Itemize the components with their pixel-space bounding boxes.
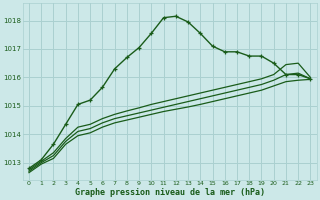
X-axis label: Graphe pression niveau de la mer (hPa): Graphe pression niveau de la mer (hPa) <box>75 188 265 197</box>
